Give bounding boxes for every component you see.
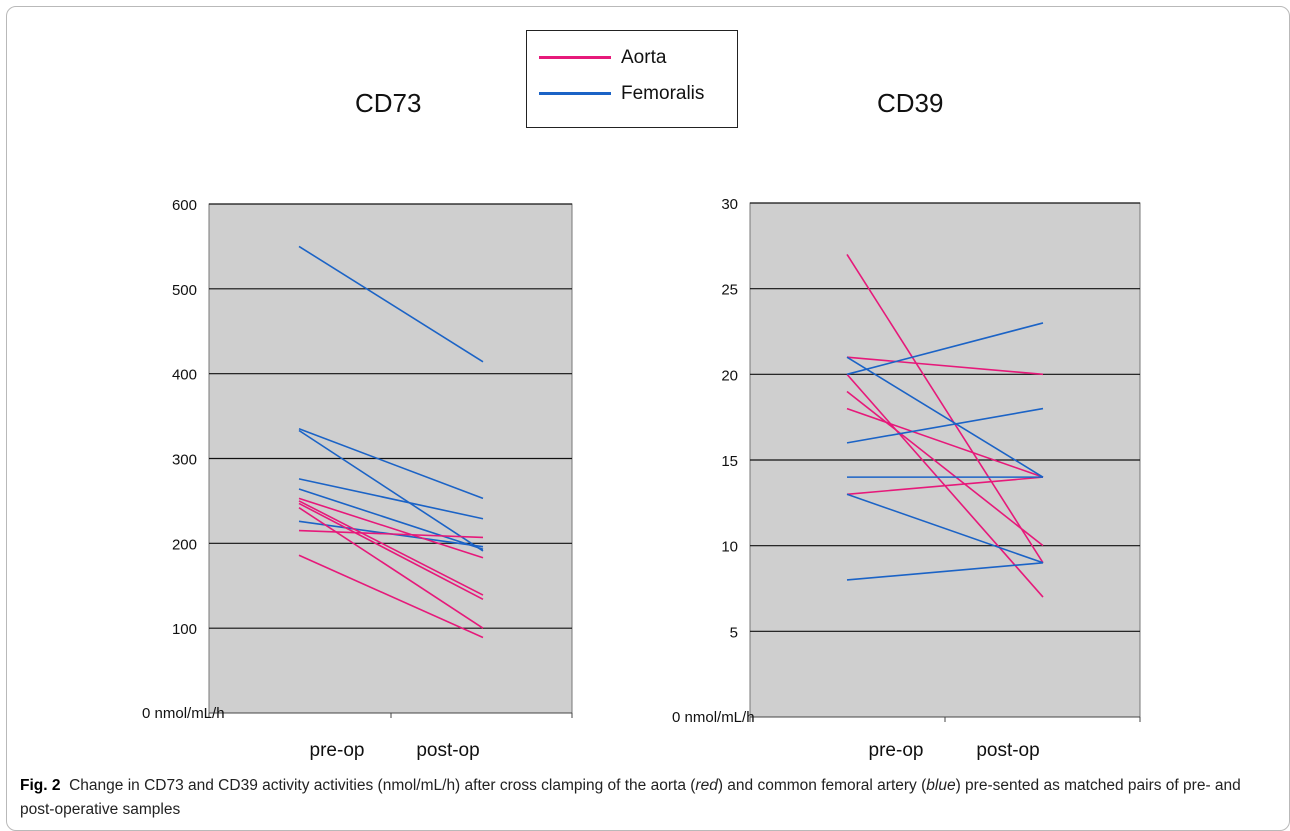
y-tick-label-cd73: 200: [172, 536, 197, 553]
series-line-cd39-aorta-1: [846, 356, 1044, 376]
series-line-cd39-aorta-0: [846, 253, 1044, 564]
series-line-cd73-femoralis-3: [298, 478, 484, 520]
y-tick-label-cd39: 20: [721, 367, 738, 384]
series-line-cd73-femoralis-1: [298, 428, 484, 500]
y-tick-label-cd39: 25: [721, 282, 738, 299]
series-line-cd73-aorta-10: [298, 529, 484, 539]
category-label-cd39: post-op: [976, 740, 1039, 761]
caption-label: Fig. 2: [20, 777, 61, 794]
series-line-cd73-femoralis-4: [298, 488, 484, 551]
series-line-cd73-aorta-9: [298, 507, 484, 629]
series-line-cd39-femoralis-7: [846, 322, 1044, 376]
series-line-cd39-femoralis-11: [846, 562, 1044, 581]
series-line-cd73-femoralis-0: [298, 245, 484, 363]
series-line-cd39-femoralis-6: [846, 356, 1044, 478]
series-line-cd39-aorta-4: [846, 407, 1044, 478]
legend: Aorta Femoralis: [526, 30, 738, 128]
caption-text-2: ) and common femoral artery (: [717, 777, 927, 794]
y-tick-label-cd39: 5: [730, 624, 738, 641]
chart-title-cd39: CD39: [877, 88, 944, 118]
y-tick-label-cd73: 600: [172, 197, 197, 214]
legend-label-aorta: Aorta: [621, 47, 667, 68]
y-tick-label-cd73: 400: [172, 367, 197, 384]
category-label-cd73: pre-op: [310, 740, 365, 761]
category-label-cd39: pre-op: [869, 740, 924, 761]
zero-label-cd73: 0 nmol/mL/h: [142, 705, 225, 722]
y-tick-label-cd73: 500: [172, 282, 197, 299]
series-line-cd73-aorta-11: [298, 554, 484, 639]
legend-swatch-femoralis: [539, 92, 611, 95]
legend-label-femoralis: Femoralis: [621, 83, 705, 104]
y-tick-label-cd39: 15: [721, 453, 738, 470]
y-tick-label-cd39: 10: [721, 539, 738, 556]
zero-label-cd39: 0 nmol/mL/h: [672, 709, 755, 726]
series-line-cd39-femoralis-10: [846, 493, 1044, 564]
series-line-cd39-aorta-3: [846, 390, 1044, 547]
y-tick-label-cd73: 300: [172, 452, 197, 469]
category-label-cd73: post-op: [416, 740, 479, 761]
caption-em-blue: blue: [926, 777, 956, 794]
caption-text-3: ) pre-sented as matched pairs of pre- an…: [20, 777, 1241, 818]
legend-item-femoralis: Femoralis: [527, 81, 737, 107]
y-tick-label-cd73: 100: [172, 621, 197, 638]
series-line-cd73-aorta-6: [298, 497, 484, 559]
caption-em-red: red: [695, 777, 718, 794]
series-line-cd73-aorta-8: [298, 502, 484, 601]
chart-title-cd73: CD73: [355, 88, 422, 118]
legend-item-aorta: Aorta: [527, 45, 737, 71]
caption-text-1: Change in CD73 and CD39 activity activit…: [69, 777, 696, 794]
series-line-cd73-femoralis-2: [298, 429, 484, 552]
series-line-cd39-femoralis-8: [846, 407, 1044, 444]
series-line-cd39-aorta-5: [846, 476, 1044, 496]
y-tick-label-cd39: 30: [721, 196, 738, 213]
figure-caption: Fig. 2 Change in CD73 and CD39 activity …: [20, 774, 1270, 822]
legend-swatch-aorta: [539, 56, 611, 59]
series-line-cd73-aorta-7: [298, 500, 484, 596]
